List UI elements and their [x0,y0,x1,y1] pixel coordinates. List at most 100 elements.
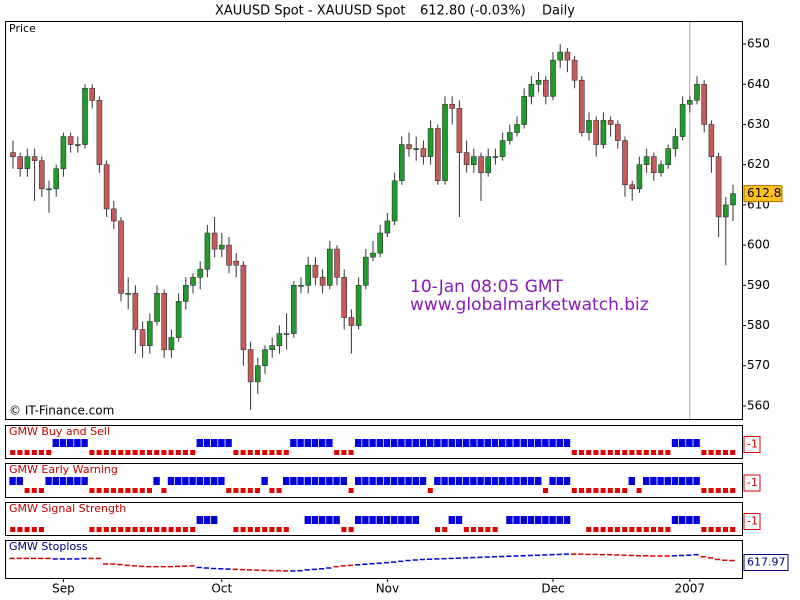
stoploss-panel [5,540,743,579]
signal-sell [723,527,728,532]
signal-buy [67,477,74,485]
signal-buy [297,439,304,447]
signal-buy [477,439,484,447]
signal-buy [535,477,542,485]
signal-sell [348,450,354,455]
signal-sell [615,450,620,455]
candle-body [722,204,729,218]
signal-buy [398,477,405,485]
candle-body [111,208,117,222]
signal-sell [723,488,728,493]
signal-sell [636,450,642,455]
signal-sell [622,450,628,455]
signal-buy [441,477,448,485]
signal-sell [262,450,268,455]
signal-buy [405,439,412,447]
signal-sell [118,527,124,532]
candle-body [89,87,95,101]
candle-body [247,349,254,383]
signal-buy [218,477,225,485]
signal-buy [477,477,484,485]
candle-body [168,337,175,350]
candle-body [17,156,24,169]
signal-sell [615,488,620,493]
signal-sell [96,527,102,532]
signal-sell [31,488,37,493]
signal-sell [183,450,188,455]
signal-sell [240,488,246,493]
signal-sell [103,450,109,455]
signal-buy [470,477,477,485]
signal-sell [427,488,433,493]
stoploss-label: 617.97 [747,556,786,569]
signal-sell [147,450,152,455]
signal-buy [376,516,383,524]
y-tick-label: 580 [747,318,770,332]
candle-body [370,252,376,258]
candle-body [492,156,499,158]
signal-buy [369,516,376,524]
candle-body [197,268,203,278]
copyright: © IT-Finance.com [9,404,114,418]
signal-sell [283,527,289,532]
signal-buy [153,477,160,485]
signal-sell [442,527,448,532]
signal-sell [233,488,239,493]
signal-buy [326,516,333,524]
signal-buy [513,477,520,485]
signal-buy [671,477,679,485]
signal-buy [520,439,527,447]
signal-sell [111,450,116,455]
signal-sell [658,450,664,455]
signal-sell [31,527,37,532]
signal-buy [376,439,383,447]
price-label: 612.8 [747,186,781,200]
signal-buy [355,439,362,447]
signal-buy [455,439,463,447]
signal-buy [362,477,369,485]
candle-body [154,293,160,322]
signal-sell [262,527,268,532]
signal-sell [17,450,23,455]
signal-sell [39,450,44,455]
value-label-box [743,436,761,453]
signal-sell [579,488,584,493]
signal-buy [304,516,311,524]
candle-body [269,345,276,350]
candle-body [398,144,405,182]
signal-sell [723,450,728,455]
candle-body [312,264,319,278]
signal-buy [196,516,203,524]
signal-buy [499,439,506,447]
y-tick-label: 570 [747,358,770,372]
x-tick-label: Dec [541,582,564,596]
candle-body [262,349,268,367]
signal-buy [686,477,693,485]
signal-buy [463,439,470,447]
signal-buy [297,477,304,485]
candle-body [470,156,477,165]
signal-sell [240,450,246,455]
signal-sell [629,527,635,532]
signal-buy [549,477,556,485]
signal-sell [622,527,628,532]
candle-body [190,276,196,286]
signal-sell [348,527,354,532]
candle-body [607,120,614,125]
signal-buy [527,439,535,447]
signal-sell [175,450,181,455]
signal-sell [10,527,16,532]
signal-sell [89,527,95,532]
signal-sell [168,450,174,455]
signal-buy [211,516,218,524]
signal-buy [203,477,211,485]
signal-buy [455,477,463,485]
candle-body [650,156,657,174]
signal-sell [730,527,736,532]
signal-sell [96,450,102,455]
signal-buy [383,439,391,447]
signal-buy [686,439,693,447]
signal-buy [556,477,563,485]
candle-body [715,156,722,218]
signal-buy [81,477,88,485]
